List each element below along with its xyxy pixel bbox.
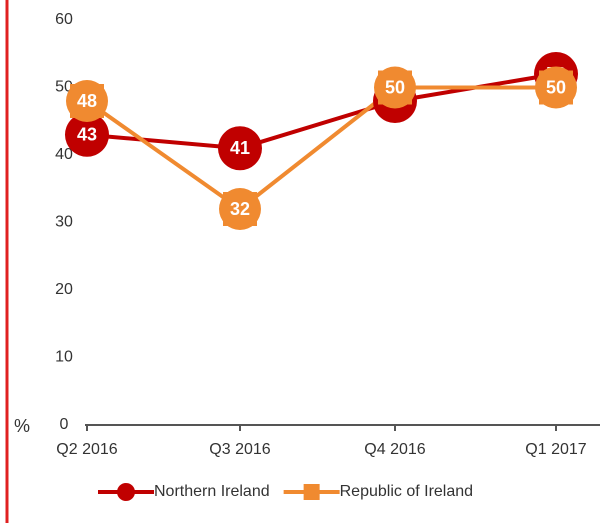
data-label: 50 <box>546 77 566 97</box>
data-label: 48 <box>77 91 97 111</box>
marker <box>218 126 262 171</box>
y-tick-label: 0 <box>60 416 69 433</box>
y-tick-label: 10 <box>55 349 73 366</box>
marker <box>535 66 577 109</box>
marker-circle <box>535 66 577 109</box>
legend-label: Northern Ireland <box>154 483 270 500</box>
legend-label: Republic of Ireland <box>340 483 473 500</box>
series-markers: 43414852 <box>65 52 578 171</box>
data-label: 32 <box>230 199 250 219</box>
marker <box>374 66 416 109</box>
legend-marker <box>117 483 135 501</box>
y-axis-label: % <box>14 416 30 436</box>
marker <box>65 112 109 157</box>
marker <box>219 188 261 230</box>
x-tick-label: Q3 2016 <box>209 441 270 458</box>
series-line <box>86 72 557 151</box>
data-label: 41 <box>230 138 250 158</box>
series-markers: 48 32 50 50 <box>66 66 577 230</box>
y-tick-label: 60 <box>55 11 73 28</box>
x-tick-label: Q2 2016 <box>56 441 117 458</box>
marker <box>66 80 108 122</box>
y-tick-label: 40 <box>55 146 73 163</box>
marker-circle <box>374 66 416 109</box>
legend-marker <box>303 484 320 500</box>
marker-circle <box>219 188 261 230</box>
x-tick-label: Q1 2017 <box>525 441 586 458</box>
x-tick-label: Q4 2016 <box>364 441 425 458</box>
data-label: 50 <box>385 77 405 97</box>
series-line <box>85 85 556 212</box>
data-label: 43 <box>77 125 97 145</box>
y-tick-label: 30 <box>55 214 73 231</box>
y-tick-label: 20 <box>55 281 73 298</box>
marker-circle <box>66 80 108 122</box>
